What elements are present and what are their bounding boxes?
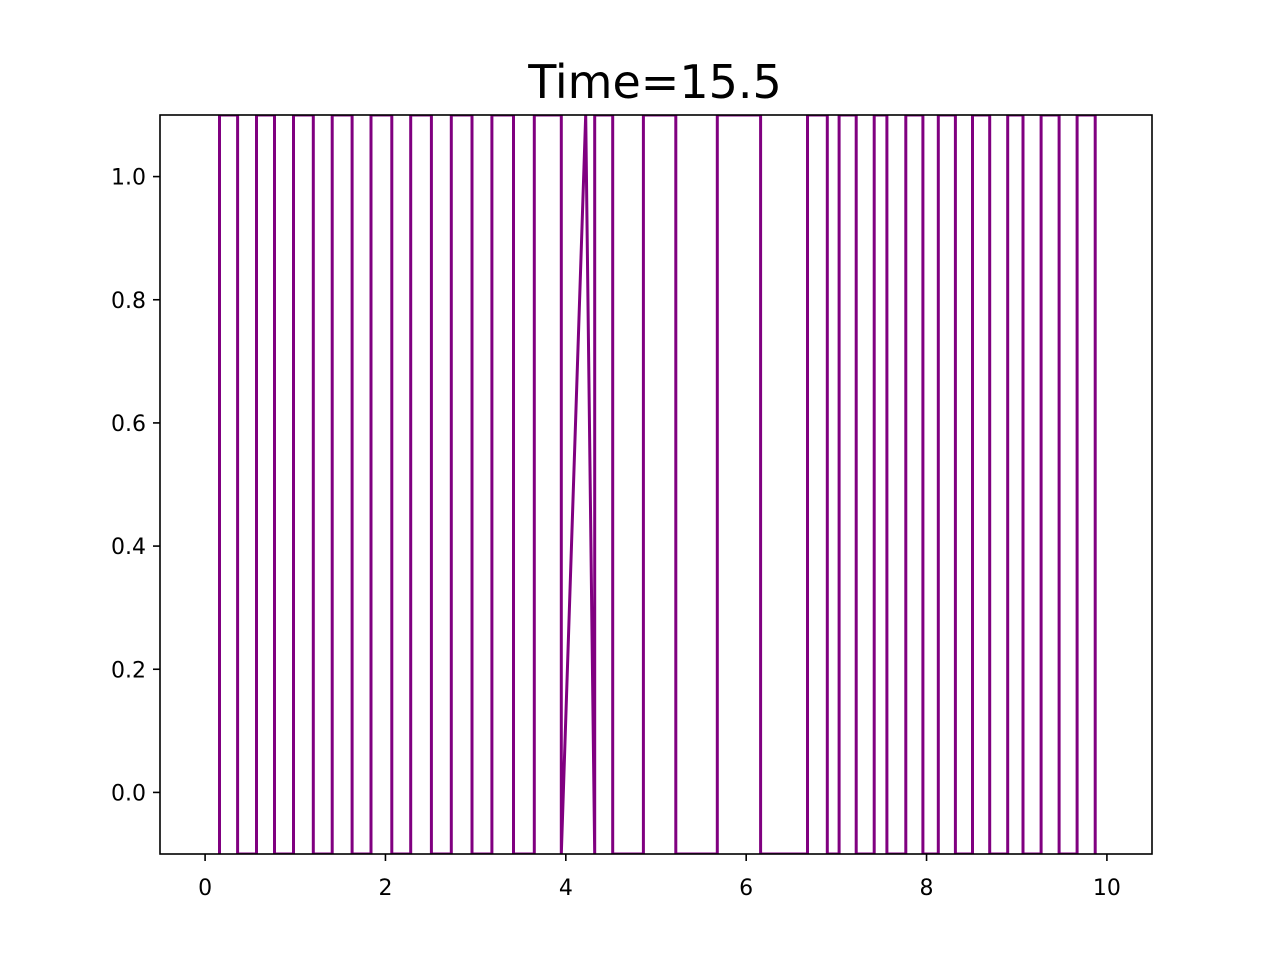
y-tick-label: 1.0 <box>111 166 146 191</box>
x-tick-label: 2 <box>378 876 392 901</box>
y-tick-label: 0.6 <box>111 412 146 437</box>
x-tick-label: 8 <box>920 876 934 901</box>
x-tick-label: 6 <box>739 876 753 901</box>
y-tick-label: 0.4 <box>111 535 146 560</box>
x-tick-label: 4 <box>559 876 573 901</box>
x-tick-label: 10 <box>1093 876 1121 901</box>
x-axis: 0 2 4 6 8 10 <box>198 854 1121 901</box>
y-tick-label: 0.2 <box>111 658 146 683</box>
chart-title: Time=15.5 <box>527 55 782 109</box>
y-axis: 0.0 0.2 0.4 0.6 0.8 1.0 <box>111 166 160 806</box>
plot-frame <box>159 114 1153 855</box>
y-tick-label: 0.8 <box>111 289 146 314</box>
x-tick-label: 0 <box>198 876 212 901</box>
y-tick-label: 0.0 <box>111 781 146 806</box>
